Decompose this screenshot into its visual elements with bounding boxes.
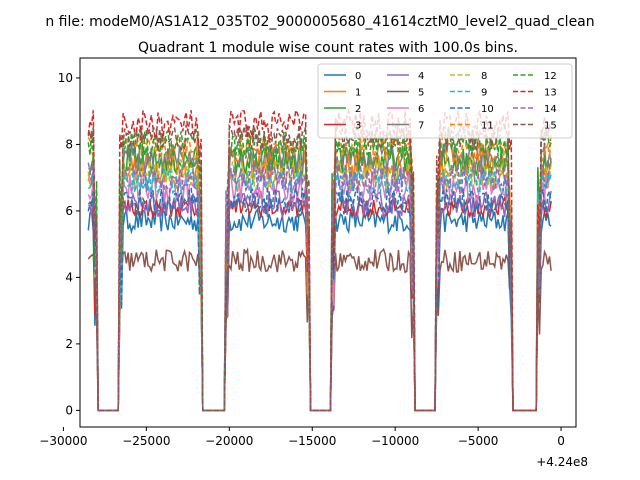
series-12-line — [87, 127, 552, 412]
legend-label-9: 9 — [481, 88, 487, 99]
legend-label-6: 6 — [418, 104, 424, 115]
y-tick-label: 2 — [65, 337, 73, 351]
figure-suptitle: n file: modeM0/AS1A12_035T02_9000005680_… — [45, 14, 594, 30]
x-tick-label: −15000 — [288, 434, 336, 448]
y-axis-ticks: 0 2 4 6 8 10 — [58, 71, 80, 417]
plot-frame — [79, 57, 577, 428]
series-layer — [87, 107, 552, 412]
series-14-line — [87, 161, 552, 412]
legend-label-8: 8 — [481, 71, 487, 82]
x-axis-ticks: −30000 −25000 −20000 −15000 −10000 −5000 0 — [39, 427, 565, 448]
x-tick-label: −20000 — [205, 434, 253, 448]
series-8-line — [87, 157, 552, 412]
legend-label-10: 10 — [481, 104, 494, 115]
chart-title: Quadrant 1 module wise count rates with … — [138, 40, 518, 56]
legend-label-7: 7 — [418, 121, 424, 132]
legend-box — [317, 63, 573, 139]
series-0-line — [87, 207, 552, 412]
x-tick-label: −25000 — [122, 434, 170, 448]
legend-label-13: 13 — [544, 88, 557, 99]
legend-label-2: 2 — [355, 104, 361, 115]
series-15-line — [87, 122, 552, 412]
legend-label-12: 12 — [544, 71, 557, 82]
legend-label-15: 15 — [544, 121, 557, 132]
legend-label-11: 11 — [481, 121, 494, 132]
series-5-line — [87, 247, 552, 412]
y-tick-label: 8 — [65, 137, 73, 151]
x-tick-label: −30000 — [39, 434, 87, 448]
x-tick-label: −10000 — [371, 434, 419, 448]
y-tick-label: 10 — [58, 71, 73, 85]
legend-label-0: 0 — [355, 71, 361, 82]
x-tick-label: −5000 — [458, 434, 499, 448]
y-tick-label: 6 — [65, 204, 73, 218]
legend-label-1: 1 — [355, 88, 361, 99]
x-offset-label: +4.24e8 — [536, 455, 588, 469]
legend-label-5: 5 — [418, 88, 424, 99]
legend-label-4: 4 — [418, 71, 424, 82]
y-tick-label: 4 — [65, 270, 73, 284]
series-2-line — [87, 144, 552, 412]
y-tick-label: 0 — [65, 403, 73, 417]
series-4-line — [87, 189, 552, 412]
x-tick-label: 0 — [557, 434, 565, 448]
legend-label-14: 14 — [544, 104, 557, 115]
legend-label-3: 3 — [355, 121, 361, 132]
series-3-line — [88, 195, 552, 412]
